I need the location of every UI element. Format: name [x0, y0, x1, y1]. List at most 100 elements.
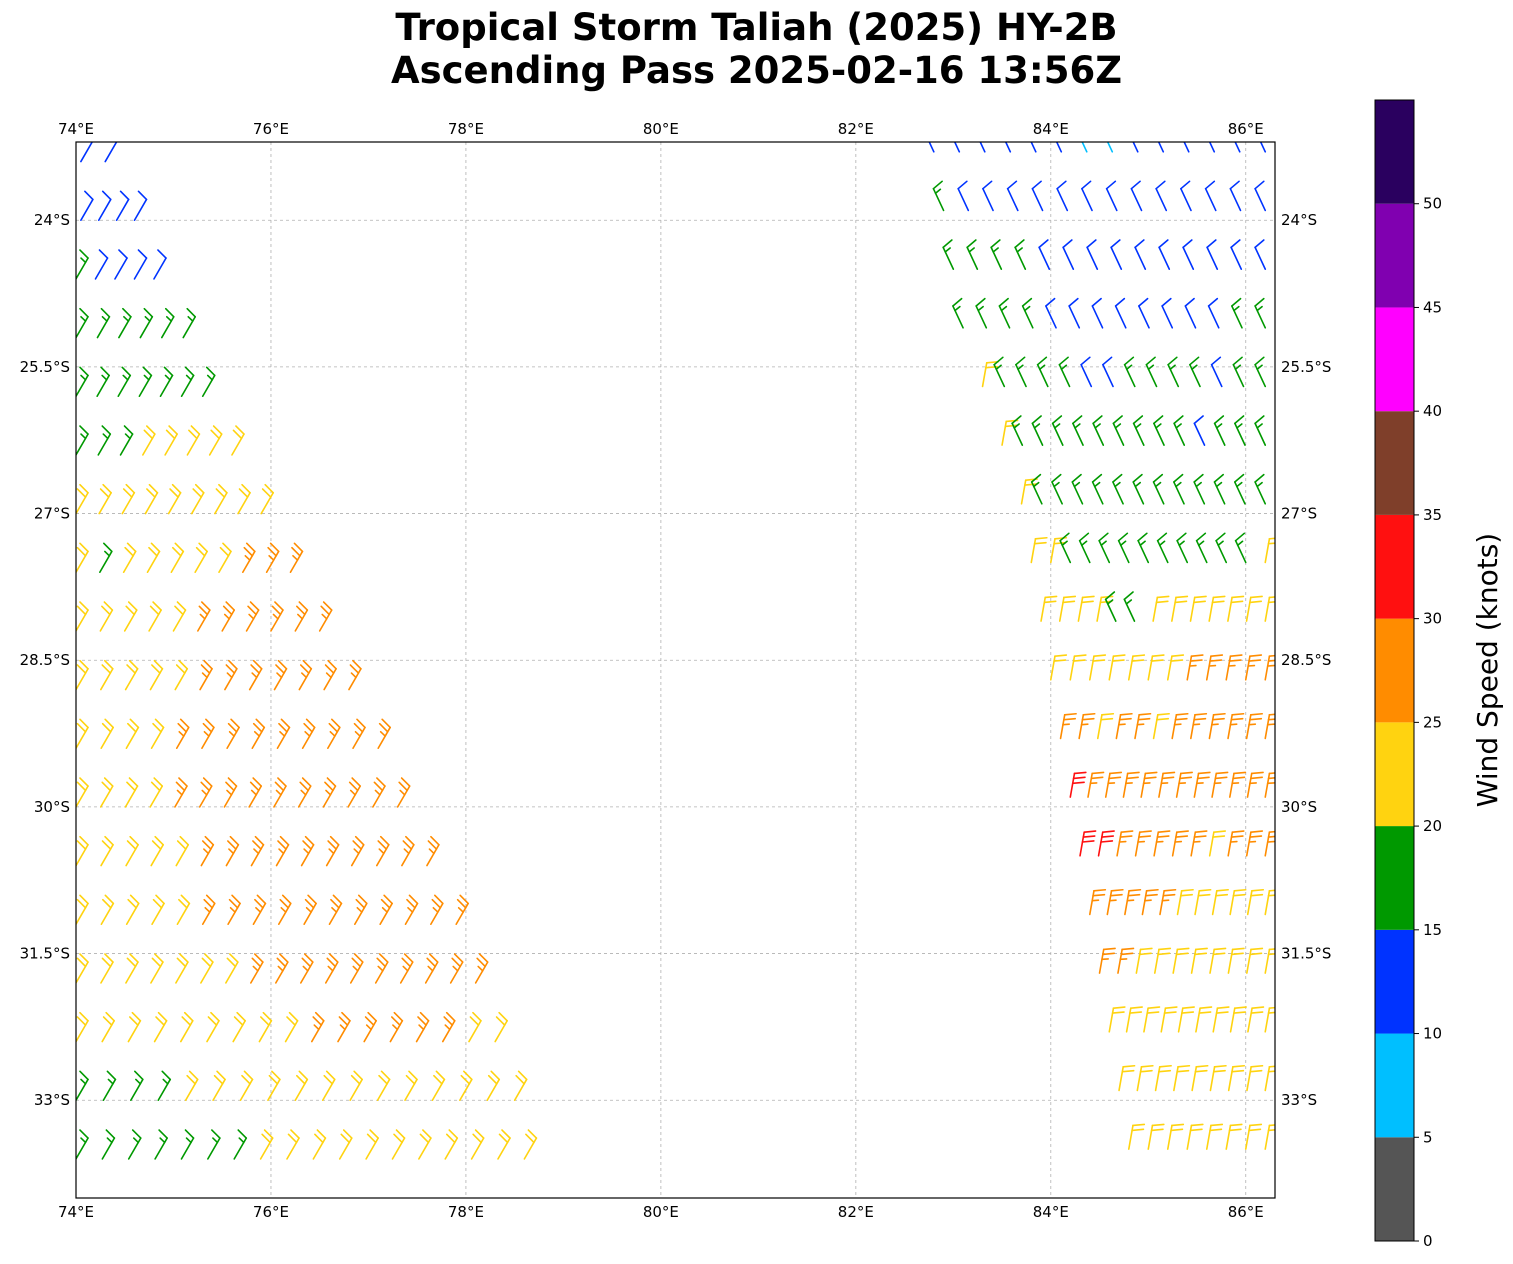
colorbar-swatch	[1375, 929, 1414, 1034]
wind-barb	[1264, 830, 1275, 857]
wind-barb	[349, 953, 364, 984]
wind-barb	[321, 1070, 336, 1102]
wind-barb	[207, 1129, 221, 1160]
wind-barb	[1184, 297, 1197, 329]
wind-barb	[214, 483, 228, 515]
wind-barb	[1006, 180, 1019, 212]
wind-barb	[115, 190, 130, 222]
wind-barb	[133, 249, 148, 280]
wind-barb	[100, 894, 115, 926]
wind-barb	[232, 1011, 246, 1043]
wind-barb	[1259, 142, 1267, 153]
wind-barb	[1229, 771, 1247, 798]
wind-barb	[1112, 415, 1125, 446]
wind-barb	[1078, 532, 1091, 564]
wind-barb	[979, 142, 986, 153]
wind-barb	[1246, 1064, 1264, 1092]
wind-barb	[1062, 239, 1075, 270]
wind-barb	[199, 659, 213, 691]
chart-title: Tropical Storm Taliah (2025) HY-2B Ascen…	[0, 6, 1513, 92]
wind-barb	[223, 777, 238, 808]
wind-barb	[1056, 180, 1069, 212]
wind-barb	[1229, 180, 1242, 212]
wind-barb	[1155, 180, 1168, 212]
colorbar-tick-label: 50	[1423, 195, 1442, 213]
wind-barb	[404, 1070, 418, 1102]
wind-barb	[184, 1070, 199, 1102]
wind-barb	[1123, 356, 1136, 388]
wind-barb	[1098, 947, 1116, 974]
wind-barb	[174, 777, 188, 808]
wind-barb	[932, 180, 945, 212]
wind-barb	[260, 483, 275, 515]
wind-barb	[1030, 473, 1043, 505]
lon-tick-label-bottom: 76°E	[253, 1203, 289, 1221]
axes-labels: 74°E 74°E 76°E 76°E 78°E 78°E 80°E 80°E 82°E 82°E…	[20, 120, 1332, 1221]
wind-barb	[1154, 1064, 1172, 1092]
wind-barb	[1069, 654, 1087, 681]
wind-barb	[1153, 947, 1172, 974]
lat-tick-label-right: 24°S	[1281, 211, 1317, 229]
wind-barb	[1020, 478, 1038, 505]
wind-barb	[225, 835, 240, 867]
wind-barb	[1058, 595, 1077, 622]
wind-barb	[114, 249, 128, 280]
wind-barb	[1182, 239, 1195, 270]
wind-barb	[175, 953, 189, 984]
wind-barb	[327, 718, 341, 750]
wind-barb	[1125, 1006, 1143, 1033]
wind-barb	[1254, 356, 1267, 388]
wind-barb	[76, 249, 89, 280]
lat-tick-label-right: 33°S	[1281, 1091, 1317, 1109]
colorbar-swatch	[1375, 203, 1414, 308]
wind-barb	[1227, 947, 1245, 974]
wind-barb	[1147, 1123, 1165, 1150]
wind-barb	[201, 366, 216, 398]
wind-barb	[1015, 356, 1027, 388]
wind-barb	[1096, 712, 1115, 740]
wind-barb	[127, 1129, 142, 1160]
wind-barb	[1140, 771, 1158, 798]
plot-frame	[75, 141, 1276, 1199]
wind-barb	[1234, 415, 1246, 446]
wind-barb	[1072, 415, 1084, 446]
colorbar-swatch	[1375, 826, 1414, 930]
lat-tick-label-right: 28.5°S	[1281, 651, 1331, 669]
wind-barb	[250, 835, 265, 867]
lon-tick-label-top: 82°E	[838, 120, 874, 138]
wind-barb	[391, 1129, 406, 1160]
wind-barb	[1227, 712, 1245, 740]
wind-barb	[404, 894, 419, 926]
wind-barb	[1254, 239, 1267, 270]
wind-barb	[1138, 297, 1150, 329]
chart-title-line1: Tropical Storm Taliah (2025) HY-2B	[395, 6, 1118, 49]
wind-barb	[349, 1070, 363, 1102]
wind-barb	[441, 1011, 456, 1043]
wind-barb	[1186, 654, 1204, 681]
lat-tick-label-left: 27°S	[34, 505, 70, 523]
wind-barb	[998, 297, 1011, 329]
wind-barb	[401, 835, 415, 867]
colorbar-tick-label: 20	[1423, 817, 1442, 835]
wind-barb	[1189, 356, 1201, 388]
wind-barb	[125, 953, 139, 984]
wind-barb	[180, 1129, 195, 1160]
wind-barb	[1112, 473, 1124, 505]
wind-barb	[125, 894, 140, 926]
wind-barb	[258, 1011, 273, 1043]
wind-barb	[323, 659, 337, 691]
colorbar-tick-label: 30	[1423, 610, 1442, 628]
wind-barb	[1264, 948, 1275, 974]
wind-barb	[1161, 297, 1174, 329]
wind-barb	[374, 953, 389, 984]
wind-barb	[1104, 591, 1117, 622]
wind-barb	[96, 366, 110, 398]
wind-barb	[513, 1070, 528, 1102]
wind-barb	[259, 1129, 274, 1160]
wind-barb	[1193, 415, 1206, 446]
wind-barb	[76, 1129, 89, 1160]
wind-barb	[497, 1129, 511, 1160]
wind-barb	[1254, 180, 1267, 212]
wind-barb	[76, 835, 89, 867]
